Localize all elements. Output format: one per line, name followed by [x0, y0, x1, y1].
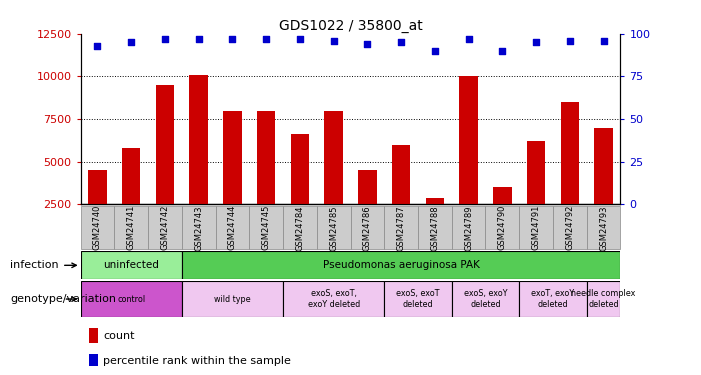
Bar [257, 111, 275, 247]
Point [429, 48, 440, 54]
Bar [358, 170, 376, 247]
FancyBboxPatch shape [317, 206, 350, 249]
Text: GSM24784: GSM24784 [295, 205, 304, 251]
Text: wild type: wild type [214, 295, 251, 304]
FancyBboxPatch shape [587, 281, 620, 317]
FancyBboxPatch shape [350, 206, 384, 249]
Text: needle complex
deleted: needle complex deleted [571, 290, 636, 309]
Bar [122, 148, 140, 247]
Point [531, 39, 542, 45]
Bar [189, 75, 208, 247]
Point [261, 36, 272, 42]
Text: GSM24789: GSM24789 [464, 205, 473, 251]
Bar [594, 128, 613, 247]
Text: GSM24787: GSM24787 [397, 205, 406, 251]
Text: GSM24791: GSM24791 [531, 205, 540, 251]
Point [598, 38, 609, 44]
Bar [88, 170, 107, 247]
Text: percentile rank within the sample: percentile rank within the sample [103, 356, 291, 366]
FancyBboxPatch shape [451, 206, 485, 249]
Text: GSM24744: GSM24744 [228, 205, 237, 251]
Text: GSM24790: GSM24790 [498, 205, 507, 251]
Bar [89, 328, 98, 343]
Bar [89, 354, 98, 366]
FancyBboxPatch shape [81, 251, 182, 279]
Text: GSM24785: GSM24785 [329, 205, 338, 251]
Point [497, 48, 508, 54]
Bar [291, 134, 309, 247]
Text: GSM24742: GSM24742 [161, 205, 170, 251]
Text: GSM24788: GSM24788 [430, 205, 440, 251]
Bar [561, 102, 579, 247]
Bar [325, 111, 343, 247]
Bar [426, 198, 444, 247]
Bar [392, 145, 410, 247]
Point [564, 38, 576, 44]
Text: GSM24745: GSM24745 [261, 205, 271, 251]
Text: count: count [103, 331, 135, 341]
Text: GSM24786: GSM24786 [363, 205, 372, 251]
Text: GSM24792: GSM24792 [565, 205, 574, 251]
Text: infection: infection [11, 260, 76, 270]
Point [193, 36, 204, 42]
Text: exoS, exoT,
exoY deleted: exoS, exoT, exoY deleted [308, 290, 360, 309]
FancyBboxPatch shape [148, 206, 182, 249]
FancyBboxPatch shape [182, 281, 283, 317]
Text: GSM24793: GSM24793 [599, 205, 608, 251]
Bar [493, 188, 512, 247]
FancyBboxPatch shape [216, 206, 250, 249]
Text: GSM24743: GSM24743 [194, 205, 203, 251]
Point [395, 39, 407, 45]
Bar [223, 111, 242, 247]
Text: genotype/variation: genotype/variation [11, 294, 116, 304]
FancyBboxPatch shape [451, 281, 519, 317]
FancyBboxPatch shape [418, 206, 451, 249]
FancyBboxPatch shape [250, 206, 283, 249]
Point [294, 36, 306, 42]
FancyBboxPatch shape [587, 206, 620, 249]
FancyBboxPatch shape [384, 281, 451, 317]
Text: Pseudomonas aeruginosa PAK: Pseudomonas aeruginosa PAK [322, 260, 479, 270]
FancyBboxPatch shape [114, 206, 148, 249]
Bar [156, 85, 175, 247]
FancyBboxPatch shape [519, 281, 587, 317]
Title: GDS1022 / 35800_at: GDS1022 / 35800_at [278, 19, 423, 33]
Bar [459, 76, 478, 247]
Point [159, 36, 170, 42]
Point [362, 41, 373, 47]
FancyBboxPatch shape [485, 206, 519, 249]
Text: exoS, exoY
deleted: exoS, exoY deleted [463, 290, 508, 309]
FancyBboxPatch shape [384, 206, 418, 249]
Text: GSM24741: GSM24741 [127, 205, 136, 251]
Point [125, 39, 137, 45]
FancyBboxPatch shape [283, 206, 317, 249]
Point [92, 43, 103, 49]
Text: GSM24740: GSM24740 [93, 205, 102, 251]
FancyBboxPatch shape [182, 251, 620, 279]
Bar [526, 141, 545, 247]
FancyBboxPatch shape [81, 281, 182, 317]
FancyBboxPatch shape [553, 206, 587, 249]
Text: exoT, exoY
deleted: exoT, exoY deleted [531, 290, 575, 309]
FancyBboxPatch shape [182, 206, 216, 249]
Text: uninfected: uninfected [103, 260, 159, 270]
Text: control: control [117, 295, 145, 304]
Point [463, 36, 474, 42]
FancyBboxPatch shape [81, 206, 114, 249]
FancyBboxPatch shape [519, 206, 553, 249]
FancyBboxPatch shape [283, 281, 384, 317]
Point [227, 36, 238, 42]
Text: exoS, exoT
deleted: exoS, exoT deleted [396, 290, 440, 309]
Point [328, 38, 339, 44]
